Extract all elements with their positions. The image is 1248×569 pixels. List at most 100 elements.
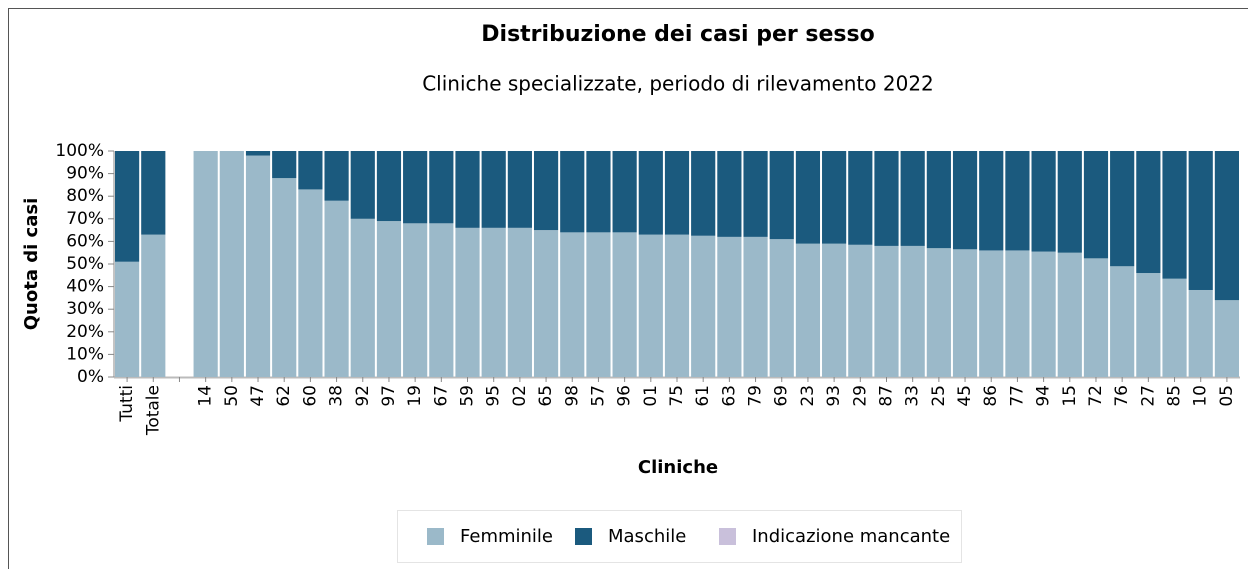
x-axis-label: Cliniche xyxy=(638,457,718,478)
x-tick-label: 25 xyxy=(929,385,949,407)
bar-segment xyxy=(664,151,690,235)
bar-segment xyxy=(1136,273,1161,377)
x-tick-label: 45 xyxy=(955,385,975,407)
bar-segment xyxy=(429,223,454,377)
chart-title: Distribuzione dei casi per sesso xyxy=(481,22,874,47)
x-tick-label: 95 xyxy=(484,385,504,407)
x-tick-label: 79 xyxy=(746,385,766,407)
x-tick-label: 14 xyxy=(196,385,216,407)
x-tick-label: 47 xyxy=(248,385,268,407)
bar-segment xyxy=(743,236,768,377)
bar-segment xyxy=(1162,278,1187,377)
x-tick-label: 50 xyxy=(222,385,242,407)
bar-segment xyxy=(1188,151,1213,290)
x-tick-label: 05 xyxy=(1217,385,1237,407)
frame xyxy=(8,8,1248,569)
y-axis-label: Quota di casi xyxy=(21,198,42,331)
bar-segment xyxy=(795,243,821,377)
bar-segment xyxy=(664,234,690,377)
bar-segment xyxy=(350,218,375,377)
bar-segment xyxy=(1057,252,1082,377)
x-tick-label: 98 xyxy=(562,385,582,407)
bar-segment xyxy=(900,245,925,377)
bar-segment xyxy=(455,151,480,228)
bar-segment xyxy=(403,151,428,224)
bar-segment xyxy=(874,245,899,377)
x-tick-label: 86 xyxy=(981,385,1001,407)
bar-segment xyxy=(1031,151,1056,252)
x-tick-label: 69 xyxy=(772,385,792,407)
bar-segment xyxy=(769,239,794,377)
bar-segment xyxy=(1005,250,1030,377)
y-tick-label: 90% xyxy=(66,164,104,184)
bar-segment xyxy=(1162,151,1187,279)
bar-segment xyxy=(691,235,716,377)
bar-segment xyxy=(1214,300,1239,377)
bar-segment xyxy=(952,151,978,250)
bar-segment xyxy=(429,151,454,224)
x-tick-label: 93 xyxy=(824,385,844,407)
bar-segment xyxy=(638,234,663,377)
bar-segment xyxy=(874,151,899,246)
x-tick-label: 62 xyxy=(274,385,294,407)
bar-segment xyxy=(376,221,402,377)
legend-label: Femminile xyxy=(460,526,553,547)
x-tick-label: 77 xyxy=(1007,385,1027,407)
x-tick-label: 27 xyxy=(1138,385,1158,407)
x-tick-label: 97 xyxy=(379,385,399,407)
bar-segment xyxy=(298,151,323,190)
bar-segment xyxy=(1110,151,1135,267)
bar-segment xyxy=(141,151,166,235)
bar-segment xyxy=(1083,151,1109,259)
x-tick-label: 57 xyxy=(588,385,608,407)
x-tick-label: 29 xyxy=(850,385,870,407)
bar-segment xyxy=(979,151,1004,251)
bar-segment xyxy=(481,151,506,228)
x-tick-label: 15 xyxy=(1060,385,1080,407)
bar-segment xyxy=(1031,251,1056,377)
y-tick-label: 60% xyxy=(66,231,104,251)
legend-swatch xyxy=(427,528,444,545)
x-tick-label: 87 xyxy=(876,385,896,407)
x-tick-label: 38 xyxy=(327,385,347,407)
y-tick-label: 10% xyxy=(66,344,104,364)
x-tick-label: 59 xyxy=(458,385,478,407)
bar-segment xyxy=(1136,151,1161,274)
bar-segment xyxy=(586,232,611,377)
legend-box xyxy=(397,510,962,563)
x-tick-label: 19 xyxy=(405,385,425,407)
x-tick-label: Totale xyxy=(143,385,163,436)
bar-segment xyxy=(324,200,349,377)
legend-swatch xyxy=(719,528,736,545)
bar-segment xyxy=(481,227,506,377)
x-tick-label: 75 xyxy=(667,385,687,407)
y-tick-label: 30% xyxy=(66,299,104,319)
bar-segment xyxy=(1188,289,1213,377)
bar-segment xyxy=(822,151,847,244)
bar-segment xyxy=(193,151,218,377)
bar-segment xyxy=(298,189,323,377)
bar-segment xyxy=(507,227,532,377)
bar-segment xyxy=(272,151,297,179)
x-tick-label: 94 xyxy=(1034,385,1054,407)
x-tick-label: 85 xyxy=(1165,385,1185,407)
bar-segment xyxy=(245,151,271,156)
bar-segment xyxy=(952,249,978,377)
bar-segment xyxy=(848,244,873,377)
bar-segment xyxy=(350,151,375,219)
y-tick-label: 70% xyxy=(66,209,104,229)
bar-segment xyxy=(455,227,480,377)
bar-segment xyxy=(612,232,637,377)
legend-label: Maschile xyxy=(608,526,686,547)
y-tick-label: 100% xyxy=(55,141,104,161)
bar-segment xyxy=(115,151,140,262)
bar-segment xyxy=(900,151,925,246)
bar-segment xyxy=(717,236,742,377)
legend-swatch xyxy=(575,528,592,545)
x-tick-label: 33 xyxy=(903,385,923,407)
bar-segment xyxy=(691,151,716,236)
bar-segment xyxy=(638,151,663,235)
bar-segment xyxy=(115,261,140,377)
x-tick-label: 96 xyxy=(615,385,635,407)
